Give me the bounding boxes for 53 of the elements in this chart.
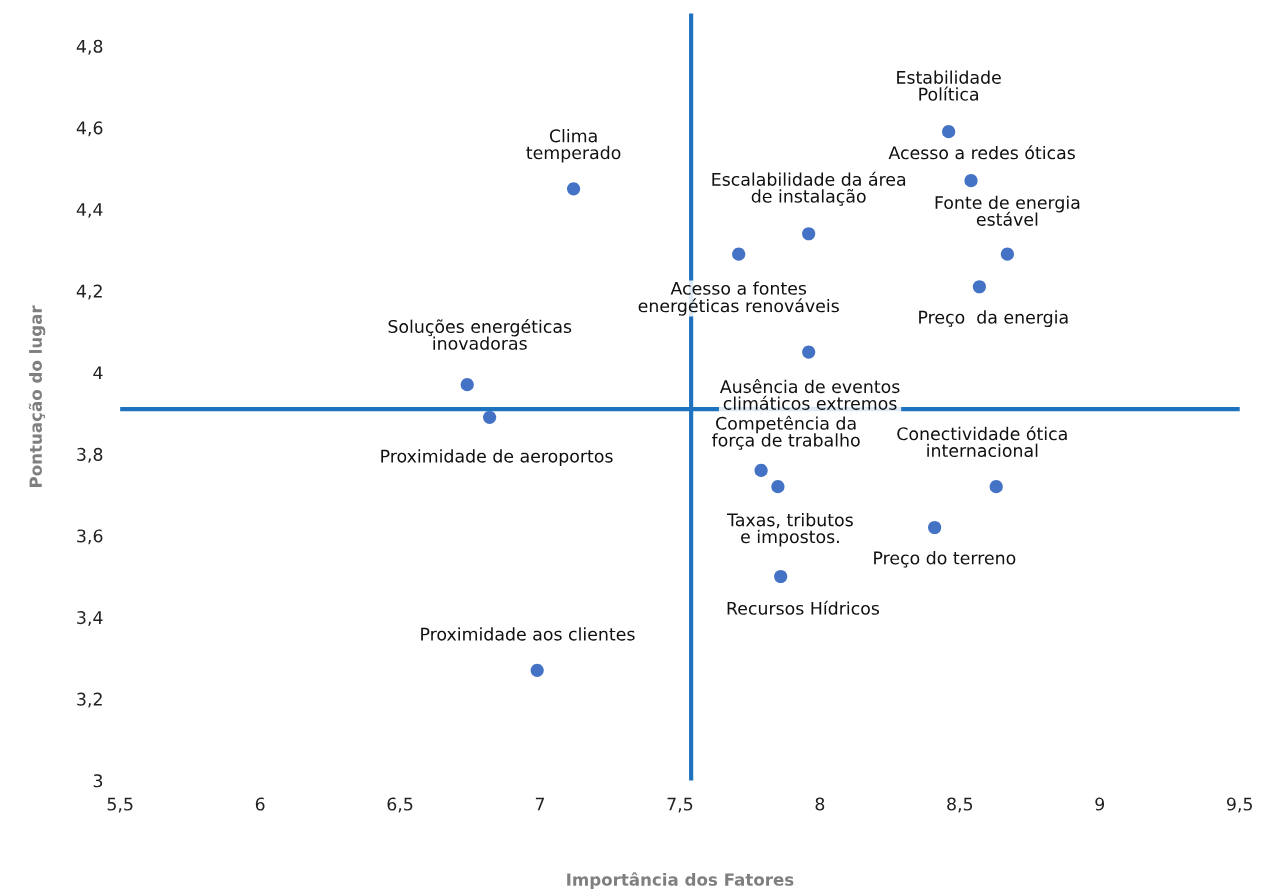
y-tick-label: 3,8 — [77, 447, 103, 463]
x-tick-label: 5,5 — [107, 797, 133, 813]
y-tick-label: 3,2 — [77, 692, 102, 708]
point — [942, 125, 956, 139]
annotation: Fonte de energia estável — [935, 195, 1080, 226]
x-tick-label: 9 — [1095, 797, 1105, 811]
annotation: Competência da força de trabalho — [711, 415, 860, 450]
point — [460, 378, 474, 392]
y-tick-label: 3,6 — [77, 529, 103, 545]
x-tick-label: 8,5 — [947, 797, 973, 813]
x-tick-label: 7,5 — [667, 797, 693, 813]
y-tick-label: 3 — [93, 774, 103, 788]
annotation: Acesso a fontes energéticas renováveis — [638, 281, 839, 316]
point — [972, 280, 986, 294]
x-axis-title: Importância dos Fatores — [567, 872, 794, 890]
point — [566, 182, 581, 196]
x-tick-label: 9,5 — [1226, 797, 1252, 813]
y-tick-label: 4,4 — [76, 203, 103, 218]
point — [530, 663, 544, 677]
point — [771, 480, 785, 494]
point — [774, 569, 788, 584]
point — [732, 247, 746, 261]
annotation: Ausência de eventos climáticos extremos — [719, 379, 900, 410]
annotation: Escalabilidade da área de instalação — [712, 171, 906, 206]
annotation: Acesso a redes óticas — [888, 145, 1075, 160]
annotation: Estabilidade Política — [897, 70, 1001, 101]
x-tick-label: 6,5 — [387, 797, 413, 813]
point — [802, 345, 816, 359]
point — [754, 463, 768, 477]
point — [989, 480, 1003, 494]
annotation: Soluções energéticas inovadoras — [388, 318, 572, 350]
point — [1000, 247, 1014, 261]
annotation: Recursos Hídricos — [727, 600, 880, 615]
annotation: Preço da energia — [919, 310, 1068, 328]
annotation: Clima temperado — [526, 128, 621, 163]
point — [802, 227, 816, 241]
annotation: Proximidade de aeroportos — [381, 449, 613, 467]
x-tick-label: 7 — [535, 797, 545, 811]
point — [483, 410, 497, 424]
y-tick-label: 4,8 — [76, 39, 103, 55]
x-tick-label: 6 — [255, 797, 265, 811]
annotation: Taxas, tributos e impostos. — [727, 512, 853, 547]
annotation: Conectividade ótica internacional — [897, 426, 1067, 458]
annotation: Proximidade aos clientes — [421, 627, 635, 641]
point — [964, 174, 978, 188]
point — [928, 520, 942, 535]
annotation: Preço do terreno — [874, 551, 1016, 568]
y-tick-label: 4,2 — [76, 284, 102, 300]
y-tick-label: 4,6 — [76, 121, 103, 137]
y-tick-label: 3,4 — [77, 610, 103, 626]
y-axis-title: Pontuação do lugar — [28, 305, 46, 487]
x-tick-label: 8 — [815, 797, 825, 811]
y-tick-label: 4 — [93, 366, 103, 380]
